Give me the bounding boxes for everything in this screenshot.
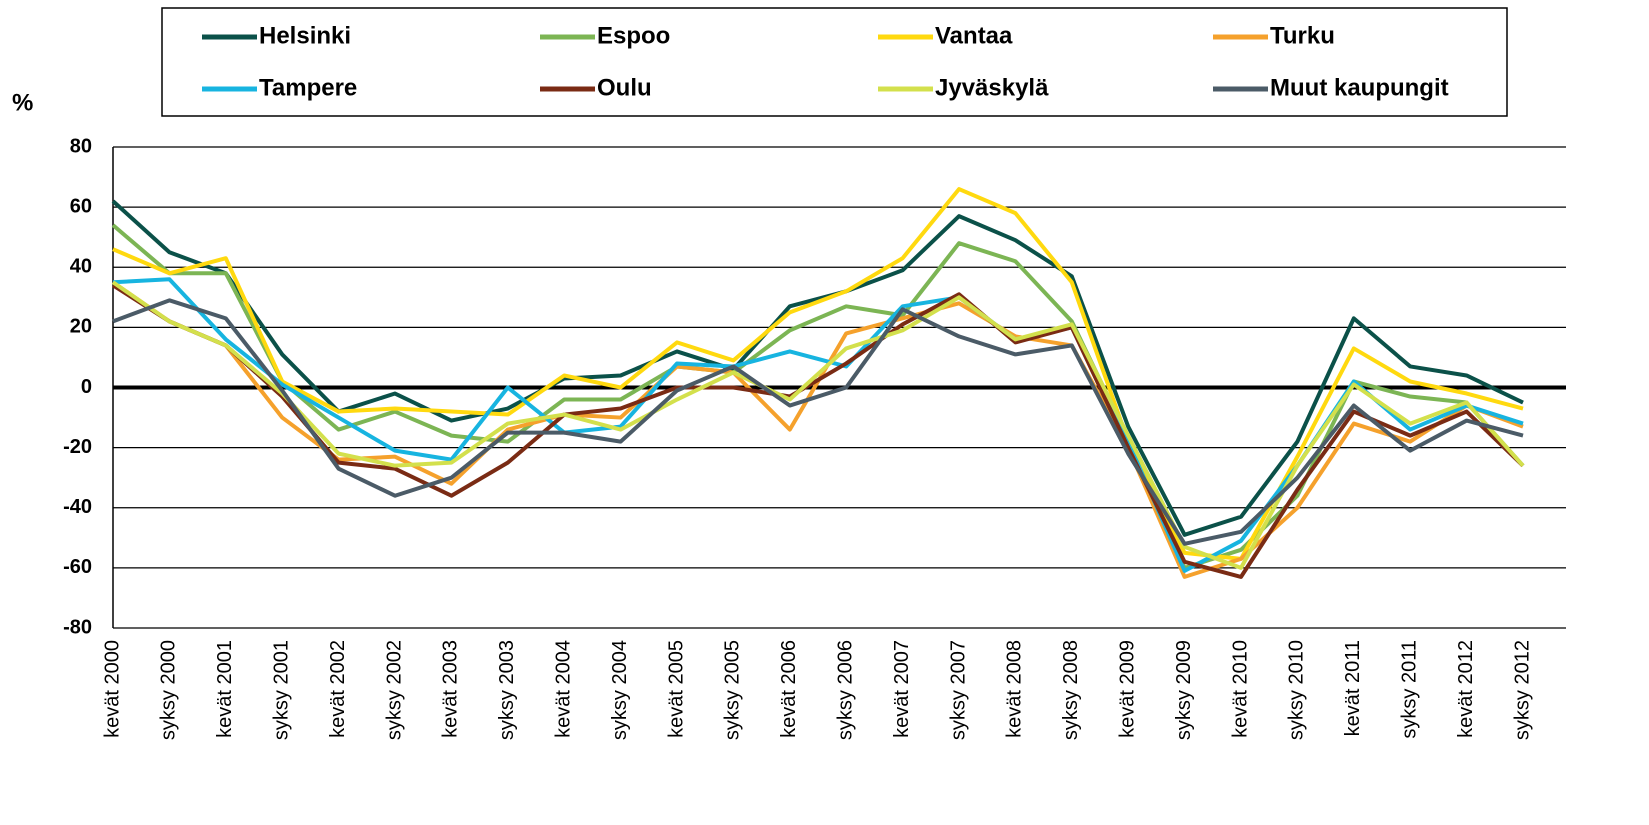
x-tick-label: kevät 2012 (1455, 640, 1477, 738)
x-tick-label: syksy 2010 (1286, 640, 1308, 740)
x-tick-label: syksy 2003 (496, 640, 518, 740)
x-tick-label: syksy 2004 (609, 640, 631, 740)
legend-box (161, 7, 1508, 117)
x-tick-label: syksy 2006 (834, 640, 856, 740)
x-tick-label: kevät 2003 (440, 640, 462, 738)
legend-label: Tampere (259, 74, 357, 101)
series-line (111, 283, 1525, 579)
y-tick-label: 40 (70, 256, 92, 278)
legend-label: Vantaa (935, 22, 1013, 49)
legend-label: Muut kaupungit (1270, 74, 1449, 101)
x-tick-label: kevät 2005 (665, 640, 687, 738)
x-tick-label: kevät 2004 (552, 640, 574, 738)
series-line (112, 277, 1524, 573)
series-line (111, 199, 1524, 537)
y-tick-label: -80 (63, 616, 92, 638)
x-tick-label: syksy 2000 (158, 640, 180, 740)
x-tick-label: kevät 2009 (1116, 640, 1138, 738)
x-tick-label: kevät 2010 (1229, 640, 1251, 738)
x-tick-label: syksy 2008 (1060, 640, 1082, 740)
legend-label: Espoo (597, 22, 670, 49)
x-tick-label: syksy 2002 (383, 640, 405, 740)
y-tick-label: 0 (81, 376, 92, 398)
x-tick-label: kevät 2001 (214, 640, 236, 738)
x-tick-label: syksy 2012 (1511, 640, 1533, 740)
series-line (112, 298, 1524, 546)
x-tick-label: kevät 2011 (1342, 640, 1364, 736)
x-tick-label: kevät 2008 (1004, 640, 1026, 738)
legend-label: Oulu (597, 74, 652, 101)
legend-label: Helsinki (259, 22, 351, 49)
y-tick-label: 20 (70, 316, 92, 338)
y-tick-label: 80 (70, 135, 92, 157)
x-tick-label: syksy 2009 (1173, 640, 1195, 740)
y-tick-label: -60 (63, 556, 92, 578)
series-line (112, 187, 1524, 561)
y-tick-label: -40 (63, 496, 92, 518)
y-unit-label: % (12, 89, 33, 116)
x-tick-label: syksy 2005 (722, 640, 744, 740)
x-tick-label: kevät 2000 (101, 640, 123, 738)
x-tick-label: kevät 2002 (327, 640, 349, 738)
series-line (111, 280, 1525, 570)
x-tick-label: syksy 2001 (270, 640, 292, 740)
legend-label: Turku (1270, 22, 1335, 49)
x-tick-label: kevät 2007 (891, 640, 913, 738)
y-tick-label: -20 (63, 436, 92, 458)
x-tick-label: kevät 2006 (778, 640, 800, 738)
x-tick-label: syksy 2007 (947, 640, 969, 740)
y-tick-label: 60 (70, 195, 92, 217)
legend-label: Jyväskylä (935, 74, 1049, 101)
x-tick-label: syksy 2011 (1398, 640, 1420, 739)
